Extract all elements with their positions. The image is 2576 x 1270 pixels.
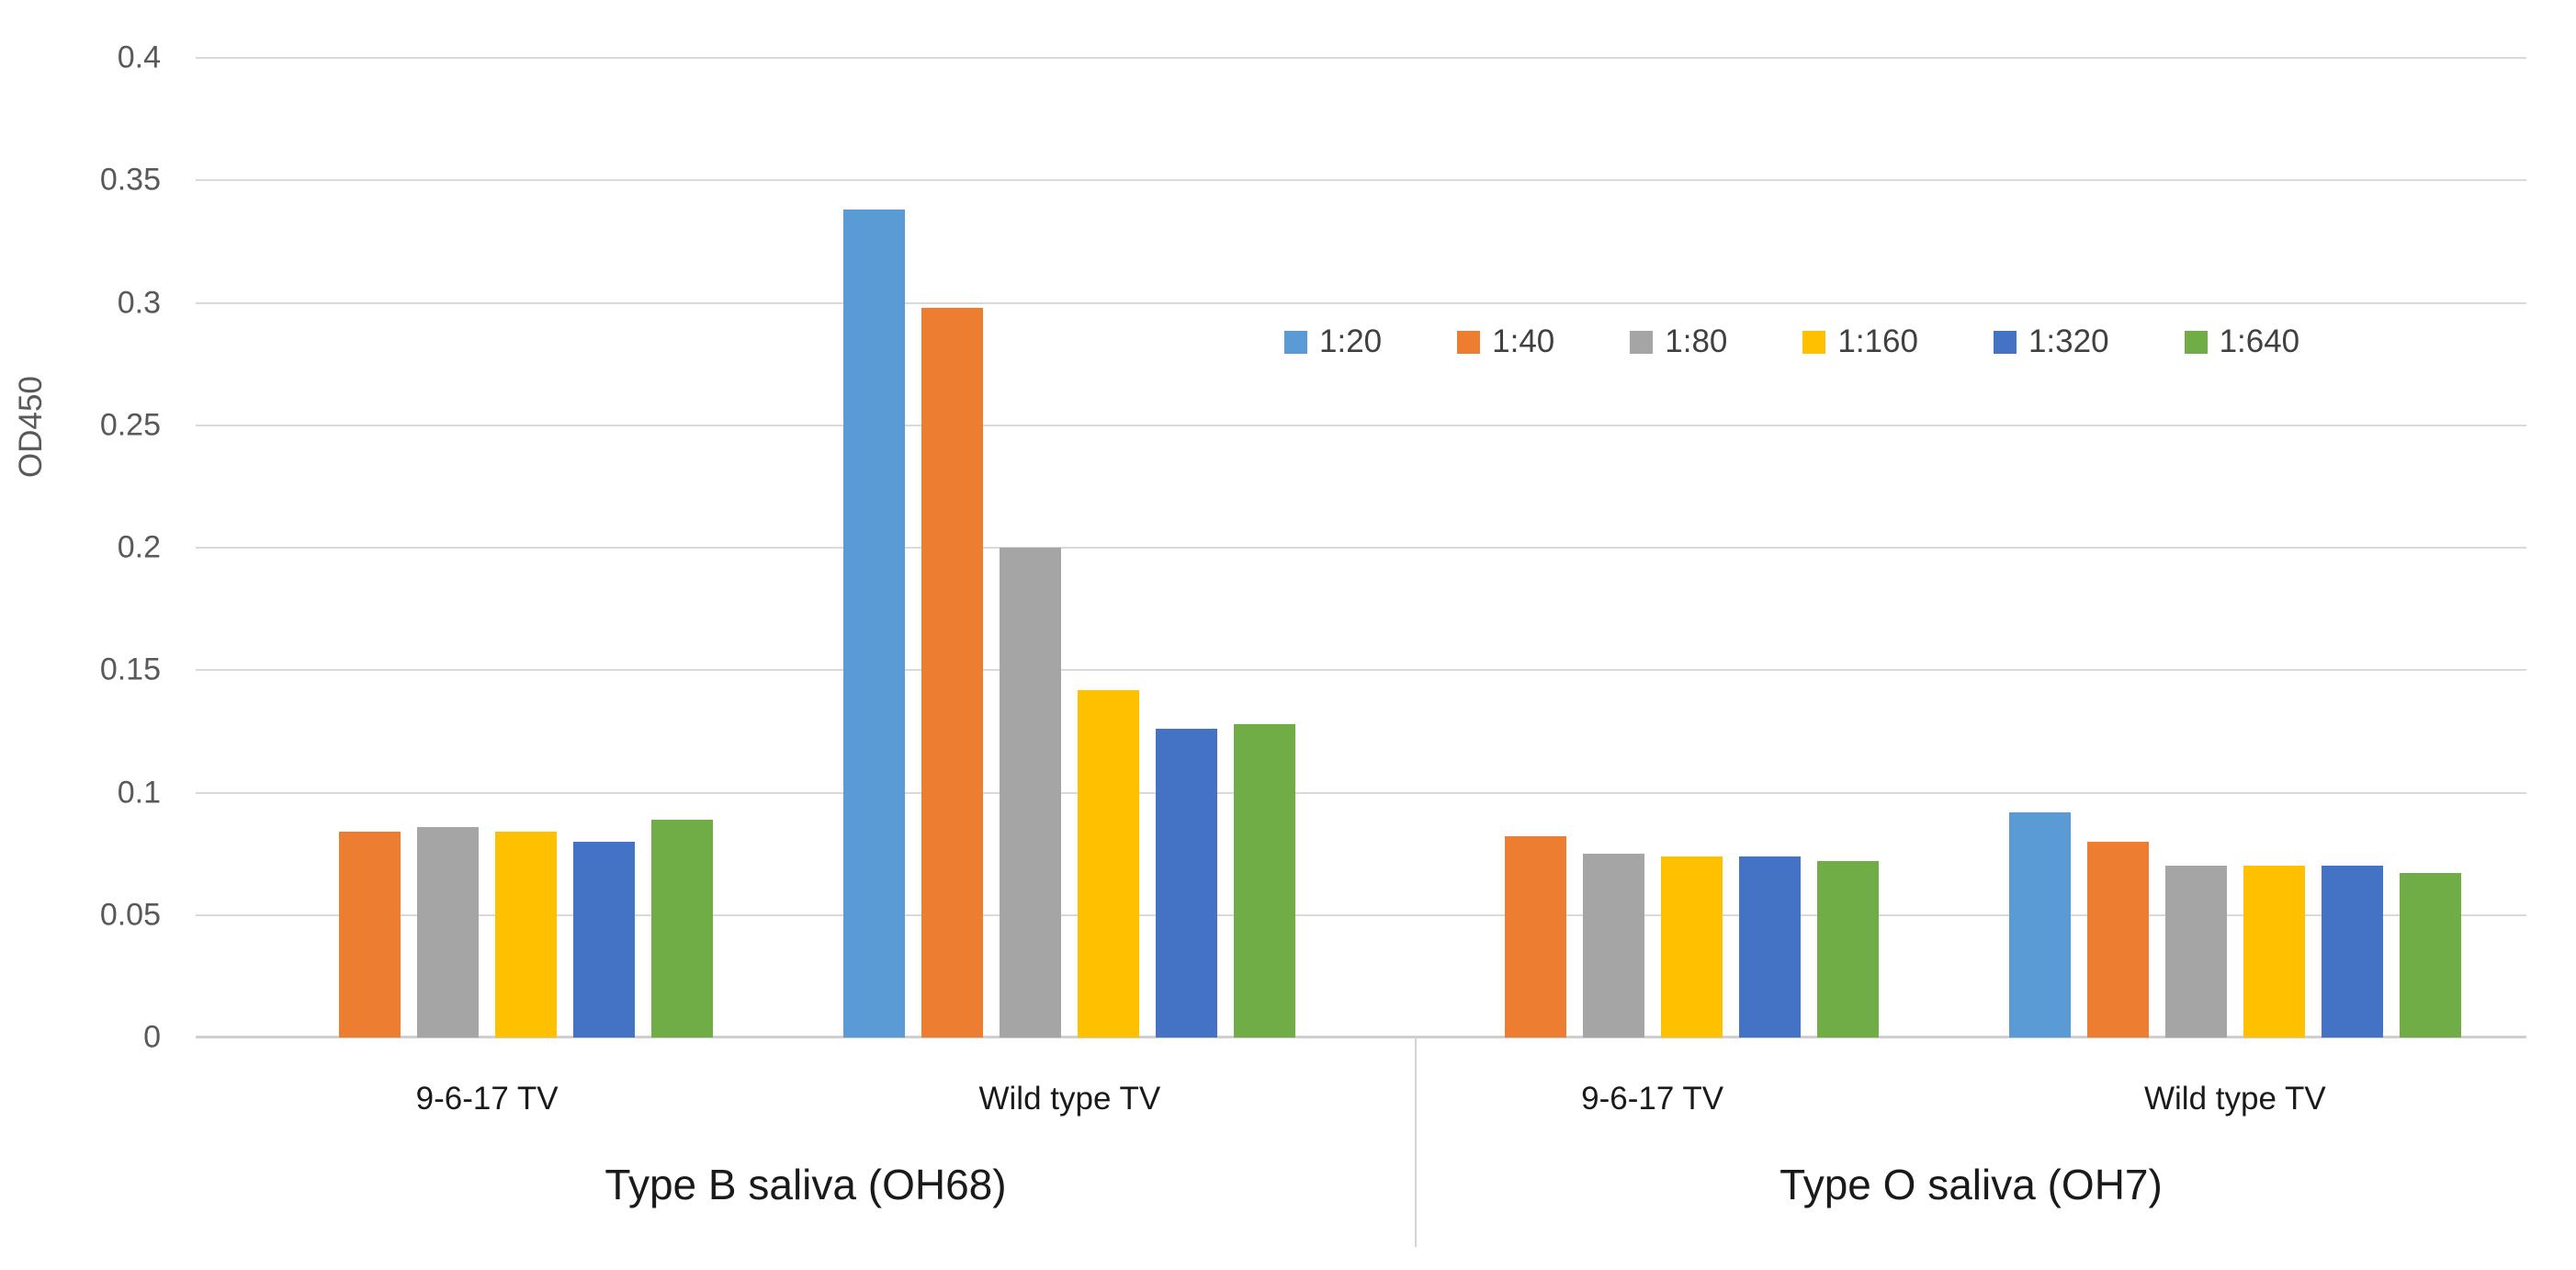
bar-1:320-Wild-type-TV (1156, 729, 1218, 1038)
bar-slot (1156, 58, 1218, 1038)
bar-slot (1078, 58, 1140, 1038)
x-group-label: Type O saliva (OH7) (1779, 1161, 2163, 1208)
bar-1:320-Wild-type-TV (2321, 866, 2383, 1038)
legend-label: 1:40 (1492, 323, 1555, 359)
bar-slot (2008, 58, 2071, 1038)
bar-1:640-Wild-type-TV (1234, 723, 1296, 1038)
category-cell (1944, 58, 2526, 1038)
gridline (196, 547, 2526, 549)
bar-slot (2243, 58, 2305, 1038)
plot-area (196, 57, 2526, 1038)
gridline (196, 424, 2526, 426)
category-cell (1361, 58, 1944, 1038)
bar-1:40-Wild-type-TV (2086, 841, 2149, 1038)
bar-slot (495, 58, 558, 1038)
bar-slot (843, 58, 906, 1038)
legend-swatch-icon (1993, 330, 2017, 354)
bar-1:640-9-6-17-TV (1816, 861, 1879, 1038)
bar-slot (339, 58, 401, 1038)
bar-1:160-Wild-type-TV (2243, 866, 2305, 1038)
bar-slot (1582, 58, 1644, 1038)
bar-1:80-Wild-type-TV (2164, 866, 2227, 1038)
legend-item-1:20: 1:20 (1284, 323, 1382, 360)
y-tick-label: 0.1 (117, 775, 161, 810)
bar-slot (651, 58, 714, 1038)
gridline (196, 669, 2526, 672)
gridline (196, 791, 2526, 794)
y-axis-tick-labels: 0 0.05 0.1 0.15 0.2 0.25 0.3 0.35 0.4 (0, 40, 177, 1055)
bar-1:80-9-6-17-TV (1582, 854, 1644, 1038)
bar-slot (2321, 58, 2383, 1038)
bar-slot (2164, 58, 2227, 1038)
bar-1:40-9-6-17-TV (339, 832, 401, 1038)
bars-layer (196, 58, 2526, 1038)
y-tick-label: 0.35 (99, 162, 161, 198)
legend-label: 1:320 (2028, 323, 2109, 359)
y-tick-label: 0.05 (99, 897, 161, 933)
x-category-label: 9-6-17 TV (1581, 1081, 1724, 1117)
bar-slot (573, 58, 636, 1038)
legend-swatch-icon (1284, 330, 1307, 354)
y-tick-label: 0.15 (99, 652, 161, 687)
legend-item-1:320: 1:320 (1993, 323, 2109, 360)
x-group-label: Type B saliva (OH68) (604, 1161, 1007, 1208)
bar-slot (1000, 58, 1062, 1038)
bar-1:160-Wild-type-TV (1078, 689, 1140, 1038)
x-axis-line (196, 1036, 2526, 1038)
gridline (196, 57, 2526, 59)
bar-slot (1427, 58, 1488, 1038)
bar-slot (1816, 58, 1879, 1038)
bar-slot (417, 58, 480, 1038)
bar-1:160-9-6-17-TV (495, 832, 558, 1038)
legend-label: 1:640 (2219, 323, 2300, 359)
gridline (196, 913, 2526, 916)
category-cell (196, 58, 778, 1038)
bar-1:20-Wild-type-TV (2008, 811, 2071, 1038)
y-tick-label: 0 (143, 1019, 161, 1055)
legend-item-1:40: 1:40 (1457, 323, 1554, 360)
bar-slot (1234, 58, 1296, 1038)
y-tick-label: 0.25 (99, 407, 161, 443)
bar-slot (1660, 58, 1723, 1038)
bar-slot (2399, 58, 2461, 1038)
y-tick-label: 0.2 (117, 529, 161, 565)
legend-label: 1:20 (1319, 323, 1383, 359)
bar-1:160-9-6-17-TV (1660, 856, 1723, 1038)
legend-item-1:640: 1:640 (2184, 323, 2300, 360)
y-tick-label: 0.4 (117, 40, 161, 75)
gridline (196, 301, 2526, 304)
bar-1:640-9-6-17-TV (651, 819, 714, 1038)
group-divider-line (1415, 1038, 1417, 1247)
bar-1:40-9-6-17-TV (1504, 836, 1566, 1038)
legend-label: 1:160 (1837, 323, 1918, 359)
bar-1:80-9-6-17-TV (417, 826, 480, 1038)
bar-slot (1738, 58, 1801, 1038)
bar-slot (921, 58, 984, 1038)
legend-swatch-icon (1630, 330, 1654, 354)
y-tick-label: 0.3 (117, 285, 161, 320)
legend: 1:20 1:40 1:80 1:160 1:320 1:640 (1284, 323, 2299, 360)
bar-1:640-Wild-type-TV (2399, 873, 2461, 1038)
x-category-label: Wild type TV (2144, 1081, 2326, 1117)
bar-1:40-Wild-type-TV (921, 307, 984, 1038)
legend-swatch-icon (2184, 330, 2208, 354)
legend-swatch-icon (1457, 330, 1481, 354)
legend-item-1:160: 1:160 (1802, 323, 1918, 360)
bar-slot (261, 58, 322, 1038)
legend-swatch-icon (1802, 330, 1826, 354)
bar-1:80-Wild-type-TV (1000, 548, 1062, 1038)
legend-item-1:80: 1:80 (1630, 323, 1727, 360)
bar-1:320-9-6-17-TV (573, 841, 636, 1038)
gridline (196, 179, 2526, 182)
category-cell (778, 58, 1361, 1038)
bar-1:320-9-6-17-TV (1738, 856, 1801, 1038)
bar-slot (2086, 58, 2149, 1038)
x-category-label: 9-6-17 TV (415, 1081, 559, 1117)
bar-1:20-Wild-type-TV (843, 210, 906, 1038)
legend-label: 1:80 (1665, 323, 1728, 359)
x-category-label: Wild type TV (978, 1081, 1161, 1117)
bar-slot (1504, 58, 1566, 1038)
